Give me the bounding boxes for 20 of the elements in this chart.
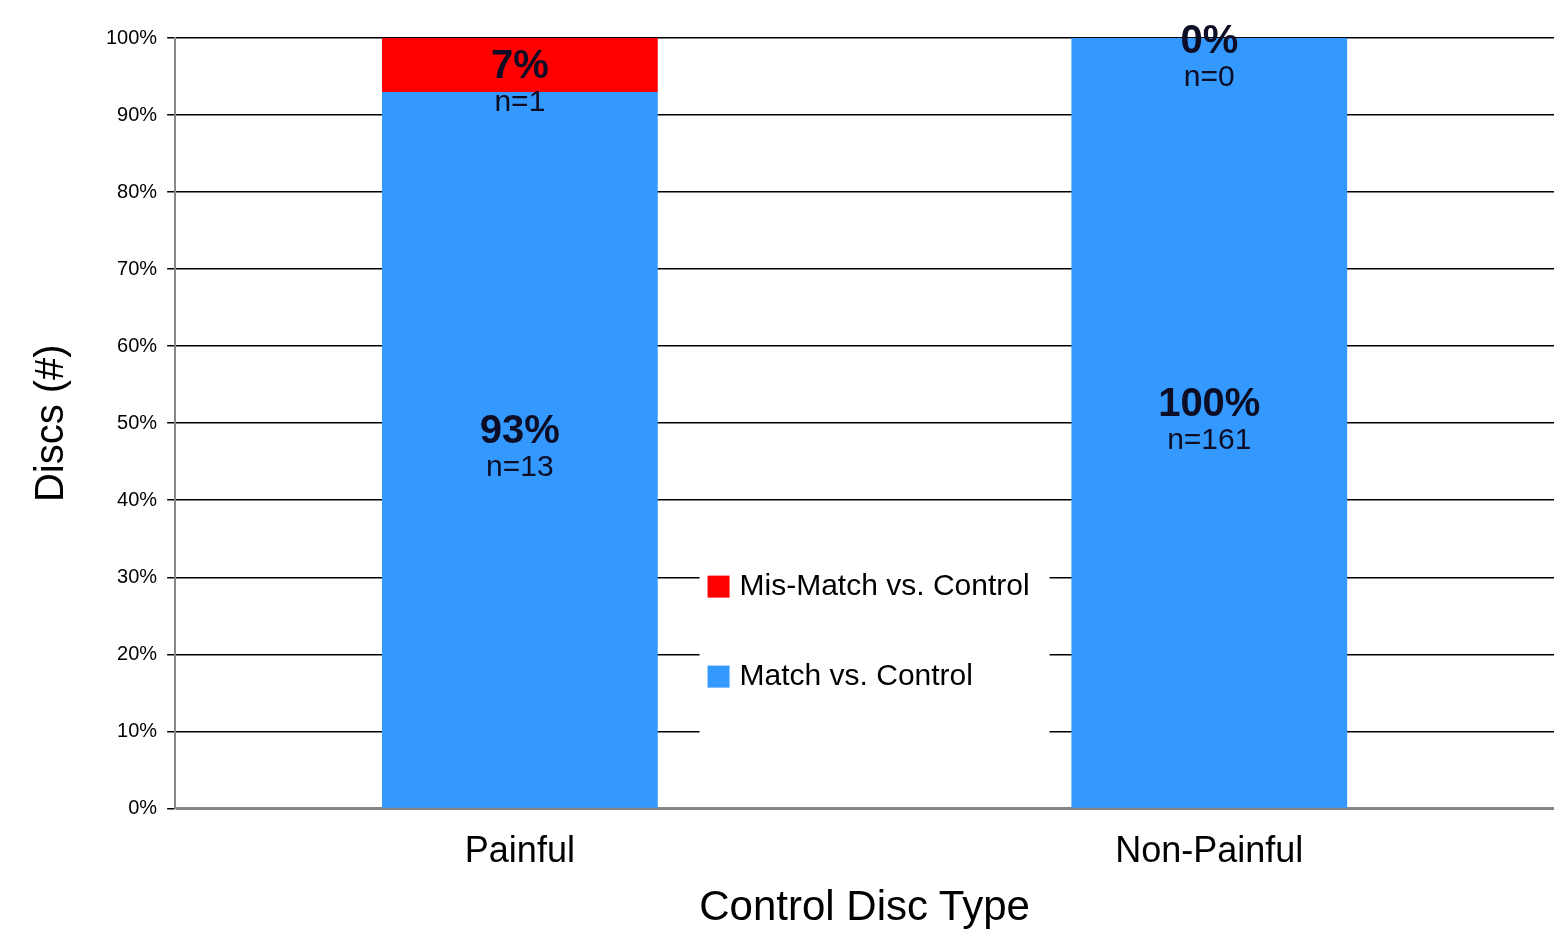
y-tick-label: 10% bbox=[117, 718, 158, 741]
y-tick-label: 0% bbox=[128, 795, 158, 818]
x-tick-label: Non-Painful bbox=[1115, 828, 1304, 870]
y-tick-label: 70% bbox=[117, 256, 158, 279]
x-axis-title: Control Disc Type bbox=[699, 882, 1030, 930]
legend-label: Match vs. Control bbox=[739, 657, 973, 691]
data-label: 7% n=1 bbox=[490, 42, 549, 118]
data-label: 100% n=161 bbox=[1158, 379, 1261, 456]
y-tick-label: 40% bbox=[117, 487, 158, 510]
y-tick-label: 100% bbox=[106, 25, 158, 48]
y-tick-label: 30% bbox=[117, 564, 158, 587]
y-tick-label: 20% bbox=[117, 641, 158, 664]
y-tick-label: 60% bbox=[117, 333, 158, 356]
legend-label: Mis-Match vs. Control bbox=[739, 567, 1030, 601]
x-tick-label: Painful bbox=[464, 828, 575, 870]
data-label: 93% n=13 bbox=[479, 406, 560, 483]
y-axis-title: Discs (#) bbox=[27, 344, 72, 503]
y-tick-label: 80% bbox=[117, 179, 158, 202]
y-tick-label: 50% bbox=[117, 410, 158, 433]
y-tick-label: 90% bbox=[117, 102, 158, 125]
